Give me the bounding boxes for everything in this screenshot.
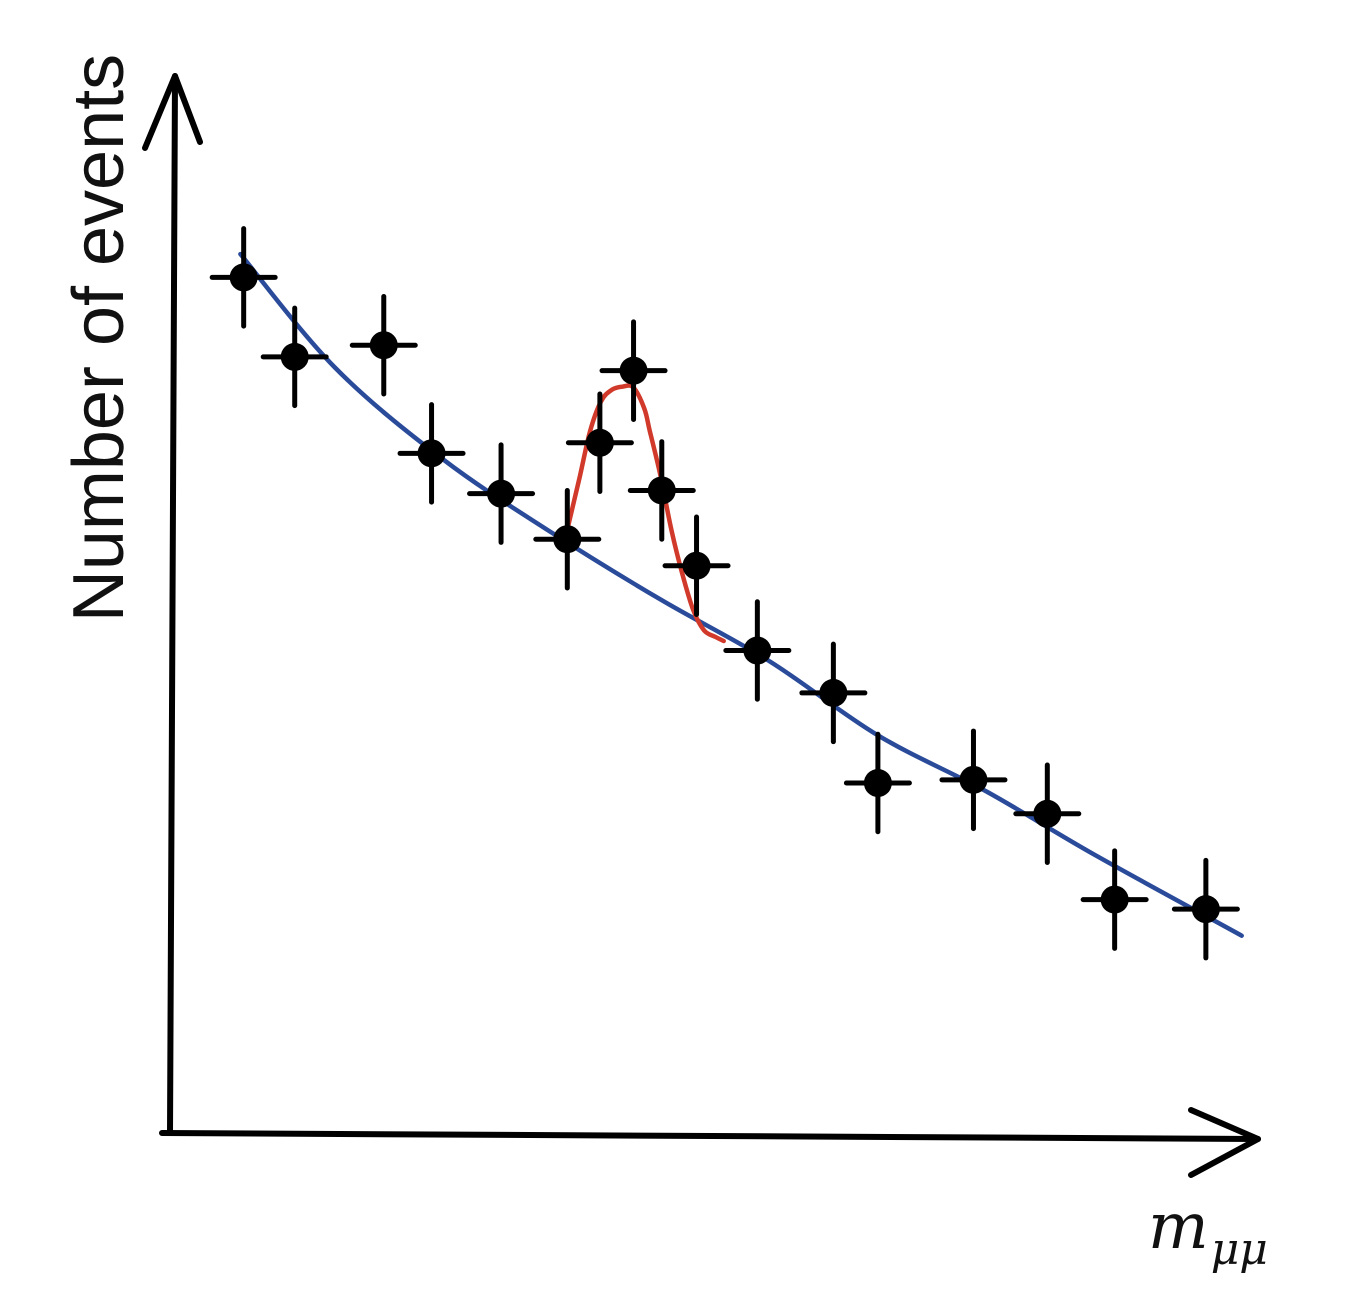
data-marker xyxy=(229,263,258,292)
data-point xyxy=(1080,848,1149,951)
x-axis xyxy=(159,1107,1261,1178)
data-marker xyxy=(743,636,772,665)
y-axis-label: Number of events xyxy=(59,54,139,622)
data-marker xyxy=(553,525,582,554)
data-marker xyxy=(682,551,711,580)
data-marker xyxy=(585,428,614,457)
x-axis-arrowhead xyxy=(1188,1107,1261,1178)
data-point xyxy=(939,728,1008,832)
y-axis-line xyxy=(167,73,178,1136)
data-point xyxy=(627,439,696,542)
data-marker xyxy=(959,765,988,794)
data-marker xyxy=(619,356,648,385)
signal-fit-curve xyxy=(565,383,726,644)
data-marker xyxy=(863,769,892,798)
x-axis-label-main: m xyxy=(1148,1190,1209,1264)
data-point xyxy=(799,641,868,745)
data-point xyxy=(1013,762,1082,866)
data-point xyxy=(599,319,668,422)
data-marker xyxy=(280,342,309,371)
data-marker xyxy=(819,678,848,707)
x-axis-label: mμμ xyxy=(1148,1190,1268,1275)
data-marker xyxy=(1033,799,1062,828)
data-marker xyxy=(1100,885,1129,914)
data-marker xyxy=(487,479,516,508)
data-point xyxy=(349,293,418,397)
data-point xyxy=(565,391,634,495)
data-point xyxy=(1171,857,1240,961)
data-point xyxy=(209,226,278,329)
data-point xyxy=(467,442,536,545)
data-point xyxy=(723,599,792,702)
y-axis xyxy=(142,73,203,1136)
data-point xyxy=(662,514,731,617)
x-axis-line xyxy=(159,1130,1261,1142)
y-axis-arrowhead xyxy=(142,73,203,151)
data-marker xyxy=(1191,895,1220,924)
data-marker xyxy=(647,476,676,505)
data-point xyxy=(260,305,329,409)
data-point xyxy=(843,731,912,835)
data-marker xyxy=(369,331,398,360)
x-axis-label-sub: μμ xyxy=(1211,1224,1268,1275)
data-point xyxy=(533,487,602,591)
data-points xyxy=(209,226,1240,961)
data-point xyxy=(397,402,466,505)
data-marker xyxy=(417,439,446,468)
